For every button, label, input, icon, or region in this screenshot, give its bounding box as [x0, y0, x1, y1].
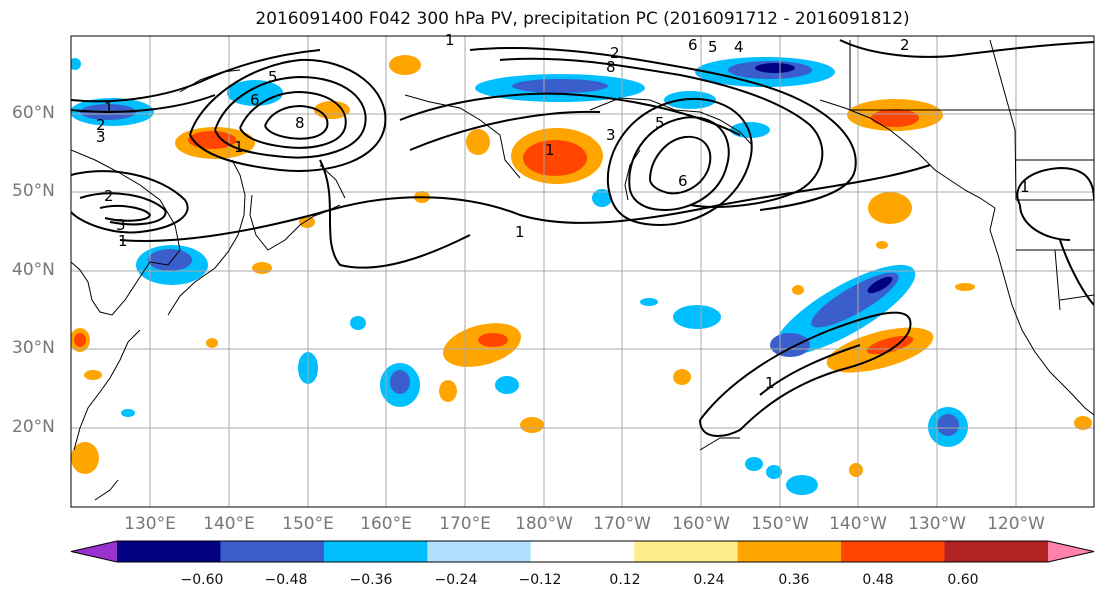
- contour-label: 8: [606, 58, 616, 76]
- colorbar-segment: [323, 541, 428, 562]
- lat-label: 40°N: [12, 260, 55, 280]
- lat-label: 60°N: [12, 103, 55, 123]
- contour-label: 3: [116, 216, 126, 234]
- contour-label: 2: [96, 116, 106, 134]
- lat-label: 30°N: [12, 338, 55, 358]
- coastlines: [71, 39, 1094, 501]
- lon-label: 150°W: [751, 514, 809, 534]
- colorbar-tick-label: −0.36: [349, 572, 393, 588]
- colorbar-tick-label: 0.48: [862, 572, 894, 588]
- colorbar-segment: [427, 541, 532, 562]
- pv-contours: [71, 39, 1094, 437]
- contour-label: 6: [688, 36, 698, 54]
- colorbar-segment: [220, 541, 325, 562]
- contour-label: 5: [708, 38, 718, 56]
- map-frame: [70, 35, 1095, 508]
- colorbar-segment: [944, 541, 1049, 562]
- colorbar-segment: [117, 541, 221, 562]
- contour-label: 3: [606, 126, 616, 144]
- colorbar-segment: [530, 541, 635, 562]
- lon-label: 140°W: [829, 514, 887, 534]
- colorbar-tick-label: −0.24: [434, 572, 478, 588]
- colorbar-tick-label: −0.48: [264, 572, 308, 588]
- colorbar-tick-label: −0.12: [518, 572, 562, 588]
- colorbar: [70, 540, 1095, 563]
- contour-label: 1: [234, 138, 244, 156]
- contour-label: 2: [104, 187, 114, 205]
- lon-label: 130°W: [908, 514, 966, 534]
- contour-labels: 1 2 3 1 2 3 1 5 6 8 1 6 5 4 3 2 1 6 8 5 …: [96, 31, 1030, 392]
- colorbar-segment: [841, 541, 946, 562]
- colorbar-segment: [634, 541, 739, 562]
- contour-label: 4: [734, 38, 744, 56]
- contour-label: 1: [104, 99, 114, 117]
- colorbar-tick-label: 0.36: [778, 572, 810, 588]
- contour-label: 1: [765, 374, 775, 392]
- lon-label: 180°W: [515, 514, 573, 534]
- colorbar-tick-label: 0.60: [947, 572, 979, 588]
- contour-label: 2: [900, 36, 910, 54]
- colorbar-tick-label: 0.24: [693, 572, 725, 588]
- lat-label: 20°N: [12, 417, 55, 437]
- lon-label: 140°E: [203, 514, 255, 534]
- lon-label: 130°E: [124, 514, 176, 534]
- lon-label: 170°W: [593, 514, 651, 534]
- contour-label: 6: [678, 172, 688, 190]
- colorbar-segment: [737, 541, 842, 562]
- colorbar-tick-label: −0.60: [180, 572, 224, 588]
- colorbar-extend-min: [71, 541, 117, 562]
- contour-label: 1: [1020, 178, 1030, 196]
- colorbar-extend-max: [1048, 541, 1094, 562]
- contour-label: 1: [545, 141, 555, 159]
- contour-label: 5: [268, 68, 278, 86]
- contour-label: 3: [96, 128, 106, 146]
- map-title: 2016091400 F042 300 hPa PV, precipitatio…: [255, 9, 910, 29]
- colorbar-tick-label: 0.12: [609, 572, 641, 588]
- contour-label: 5: [655, 114, 665, 132]
- colorbar-outline: [70, 540, 1095, 563]
- contour-label: 2: [610, 44, 620, 62]
- precip-positive-areas: [71, 55, 1092, 477]
- contour-label: 1: [445, 31, 455, 49]
- contour-label: 6: [250, 91, 260, 109]
- lat-label: 50°N: [12, 181, 55, 201]
- lon-label: 160°E: [360, 514, 412, 534]
- contour-label: 8: [295, 114, 305, 132]
- graticule: [71, 36, 1094, 507]
- contour-label: 1: [515, 223, 525, 241]
- lon-label: 170°E: [439, 514, 491, 534]
- lon-label: 120°W: [987, 514, 1045, 534]
- lon-label: 150°E: [282, 514, 334, 534]
- lon-label: 160°W: [672, 514, 730, 534]
- precip-negative-areas: [71, 57, 968, 495]
- contour-label: 1: [118, 232, 128, 250]
